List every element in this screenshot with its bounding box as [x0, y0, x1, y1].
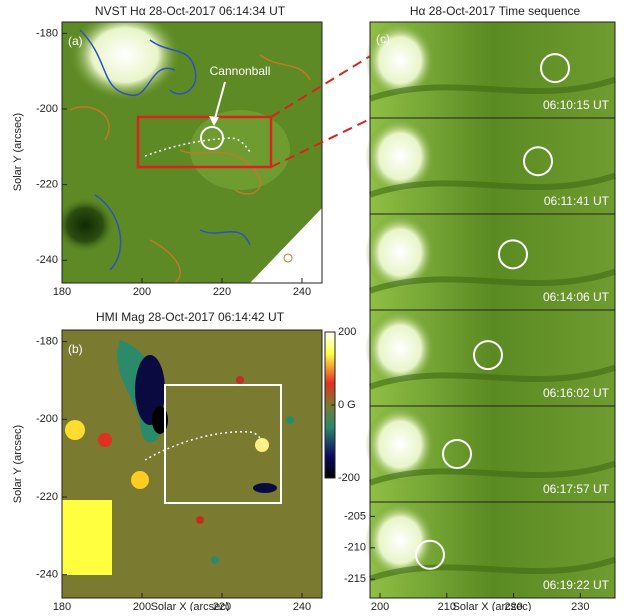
annotation: Cannonball — [210, 64, 271, 78]
panel-a-title: NVST Hα 28-Oct-2017 06:14:34 UT — [95, 4, 286, 18]
time-sequence: 06:10:15 UT 06:11:41 UT 06:14:06 UT 06:16:0… — [365, 22, 615, 598]
panel-b-label: (b) — [68, 342, 83, 356]
frame-time: 06:10:15 UT — [543, 98, 610, 112]
frame-time: 06:14:06 UT — [543, 290, 610, 304]
frame-time: 06:17:57 UT — [543, 482, 610, 496]
y-tick-label: -220 — [36, 179, 58, 191]
y-tick-label: 0 G — [338, 399, 356, 411]
x-tick-label: 220 — [213, 601, 231, 611]
panel-b-title: HMI Mag 28-Oct-2017 06:14:42 UT — [96, 310, 285, 324]
x-tick-label: 210 — [438, 601, 456, 611]
y-tick-label: -200 — [36, 413, 58, 425]
figure: 06:10:15 UT 06:11:41 UT 06:14:06 UT 06:16:0… — [0, 0, 624, 611]
frame-time: 06:19:22 UT — [543, 578, 610, 592]
frame-time: 06:16:02 UT — [543, 386, 610, 400]
panel-a-label: (a) — [68, 34, 83, 48]
halpha-image — [55, 10, 322, 283]
panel-c-title: Hα 28-Oct-2017 Time sequence — [410, 4, 581, 18]
y-tick-label: -180 — [36, 27, 58, 39]
y-tick-label: -200 — [36, 103, 58, 115]
x-tick-label: 200 — [133, 601, 151, 611]
x-tick-label: 220 — [504, 601, 522, 611]
x-tick-label: 240 — [293, 601, 311, 611]
x-tick-label: 220 — [213, 286, 231, 298]
magnetogram-image — [62, 330, 322, 598]
y-tick-label: -180 — [36, 336, 58, 348]
x-tick-label: 200 — [371, 601, 389, 611]
y-tick-label: -200 — [338, 472, 360, 484]
y-tick-label: -220 — [36, 491, 58, 503]
y-tick-label: 200 — [338, 326, 356, 338]
x-tick-label: 200 — [133, 286, 151, 298]
panel-c-label: (c) — [376, 32, 390, 46]
y-axis-label: Solar Y (arcsec) — [12, 113, 24, 191]
x-tick-label: 240 — [293, 286, 311, 298]
y-tick-label: -215 — [344, 573, 366, 585]
y-axis-label: Solar Y (arcsec) — [12, 425, 24, 503]
x-tick-label: 230 — [571, 601, 589, 611]
y-tick-label: -240 — [36, 569, 58, 581]
x-tick-label: 180 — [53, 286, 71, 298]
y-tick-label: -240 — [36, 254, 58, 266]
frame-time: 06:11:41 UT — [544, 194, 610, 208]
y-tick-label: -210 — [344, 542, 366, 554]
x-tick-label: 180 — [53, 601, 71, 611]
y-tick-label: -205 — [344, 510, 366, 522]
